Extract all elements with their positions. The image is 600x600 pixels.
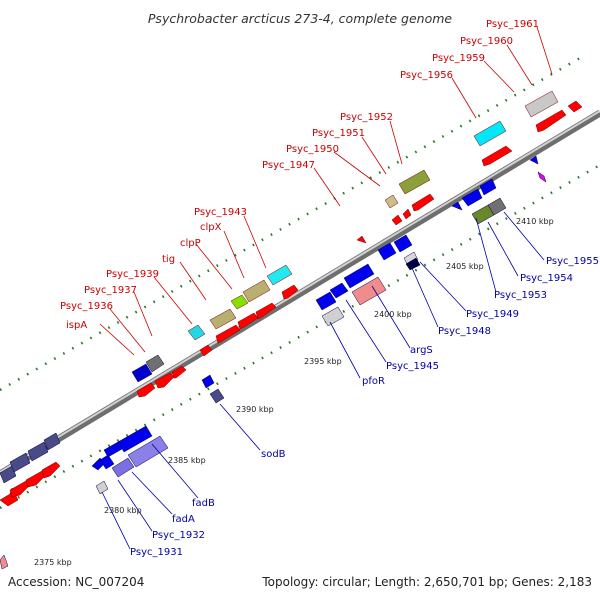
- kbp-tick: 2375 kbp: [34, 558, 72, 567]
- kbp-tick: 2410 kbp: [516, 217, 554, 226]
- map-title: Psychrobacter arcticus 273-4, complete g…: [148, 11, 453, 26]
- reverse-gene-labels: Psyc_1931 Psyc_1932 fadA fadB sodB pfoR …: [130, 256, 599, 558]
- gene-label[interactable]: pfoR: [362, 376, 385, 387]
- accession-text: Accession: NC_007204: [8, 575, 144, 589]
- forward-genes: [0, 90, 583, 507]
- gene-label[interactable]: Psyc_1950: [286, 144, 339, 155]
- gene-label[interactable]: Psyc_1939: [106, 269, 159, 280]
- genome-backbone: [0, 110, 600, 477]
- gene-label[interactable]: clpX: [200, 222, 222, 233]
- gene-label[interactable]: Psyc_1943: [194, 207, 247, 218]
- gene-label[interactable]: Psyc_1956: [400, 70, 453, 81]
- gene-label[interactable]: Psyc_1937: [84, 285, 137, 296]
- gene-label[interactable]: Psyc_1961: [486, 19, 539, 30]
- kbp-tick: 2385 kbp: [168, 456, 206, 465]
- gene-label[interactable]: Psyc_1953: [494, 290, 547, 301]
- kbp-tick-labels: 2375 kbp 2380 kbp 2385 kbp 2390 kbp 2395…: [34, 217, 554, 567]
- reverse-genes: [0, 155, 547, 570]
- forward-gene-labels: ispA Psyc_1936 Psyc_1937 Psyc_1939 tig c…: [60, 19, 539, 331]
- gene-label[interactable]: Psyc_1948: [438, 326, 491, 337]
- kbp-tick: 2390 kbp: [236, 405, 274, 414]
- gene-label[interactable]: Psyc_1947: [262, 160, 315, 171]
- gene-label[interactable]: Psyc_1951: [312, 128, 365, 139]
- leader-lines-reverse: [101, 211, 545, 550]
- gene-label[interactable]: Psyc_1932: [152, 530, 205, 541]
- gene-label[interactable]: sodB: [261, 449, 286, 460]
- gene-label[interactable]: tig: [162, 254, 175, 265]
- gene-label[interactable]: Psyc_1936: [60, 301, 113, 312]
- kbp-tick: 2395 kbp: [304, 357, 342, 366]
- gene-label[interactable]: clpP: [180, 238, 201, 249]
- gene-label[interactable]: Psyc_1955: [546, 256, 599, 267]
- topology-text: Topology: circular; Length: 2,650,701 bp…: [261, 575, 592, 589]
- gene-label[interactable]: Psyc_1945: [386, 361, 439, 372]
- gene-label[interactable]: Psyc_1960: [460, 36, 513, 47]
- gene-label[interactable]: fadB: [192, 498, 215, 509]
- gene-label[interactable]: Psyc_1954: [520, 273, 573, 284]
- kbp-tick: 2405 kbp: [446, 262, 484, 271]
- gene-label[interactable]: Psyc_1959: [432, 53, 485, 64]
- gene-label[interactable]: Psyc_1931: [130, 547, 183, 558]
- leader-lines-forward: [99, 26, 553, 356]
- gene-label[interactable]: Psyc_1952: [340, 112, 393, 123]
- kbp-tick: 2400 kbp: [374, 310, 412, 319]
- gene-label[interactable]: argS: [410, 345, 433, 356]
- gene-label[interactable]: Psyc_1949: [466, 309, 519, 320]
- scale-dots: [0, 56, 600, 510]
- gene-label[interactable]: fadA: [172, 514, 195, 525]
- kbp-tick: 2380 kbp: [104, 506, 142, 515]
- gene-label[interactable]: ispA: [66, 320, 87, 331]
